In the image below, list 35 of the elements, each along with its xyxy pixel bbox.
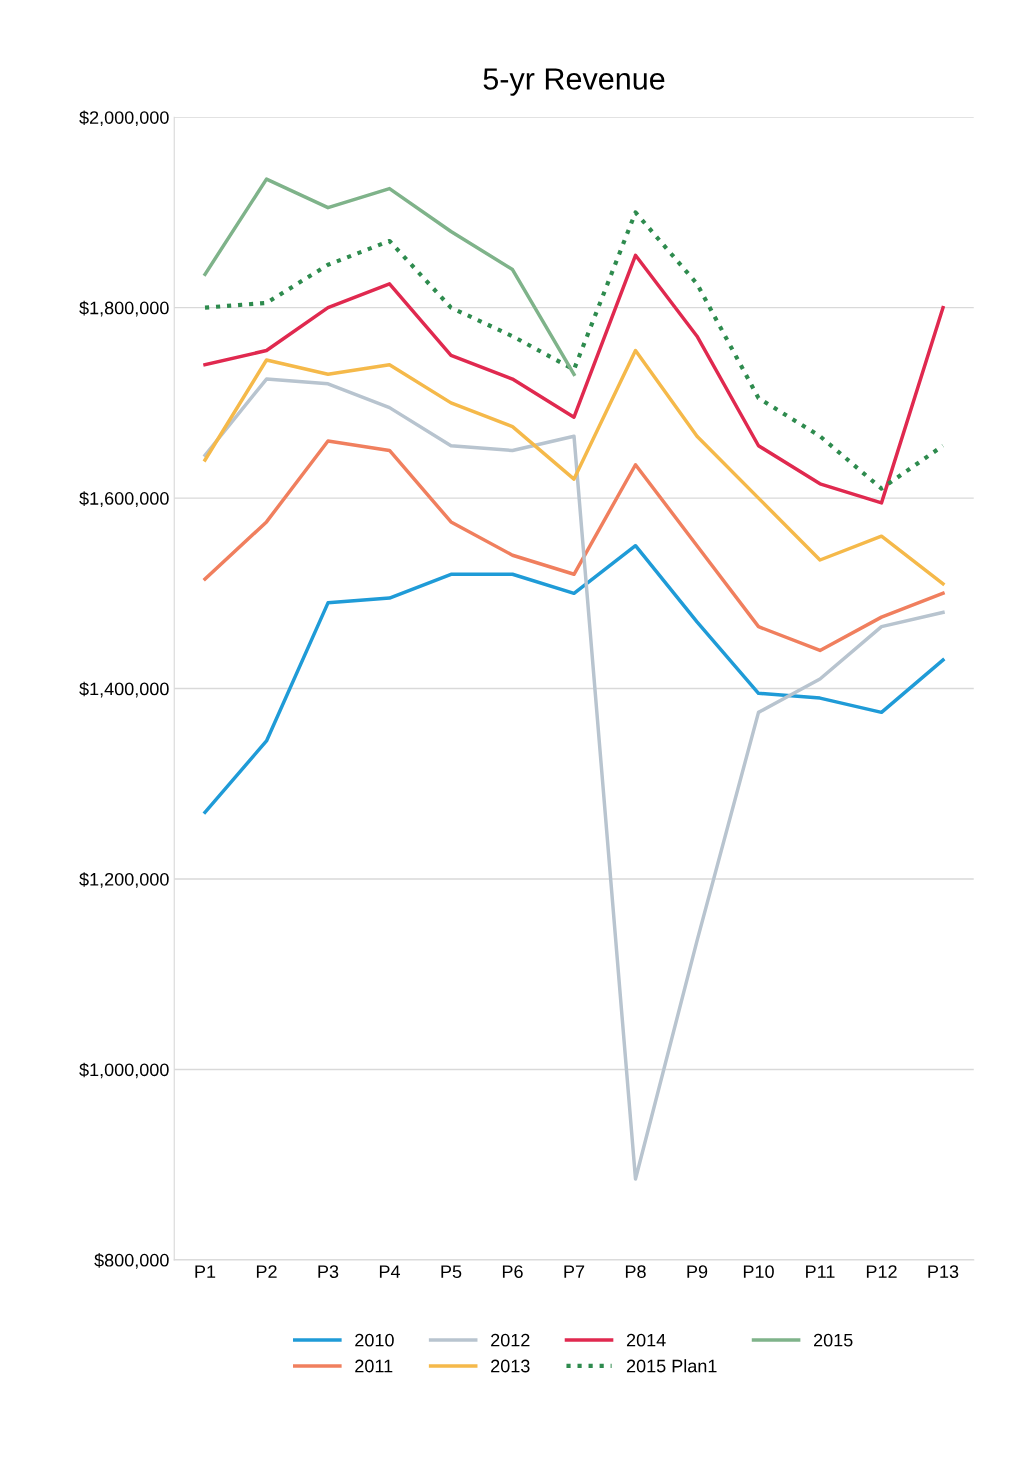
x-tick-label: P2 [256, 1265, 277, 1278]
legend-label: 2014 [626, 1333, 666, 1347]
line-series [203, 253, 945, 505]
x-tick-label: P10 [743, 1265, 774, 1279]
x-tick-label: P1 [195, 1265, 216, 1278]
line-series [203, 177, 576, 377]
y-tick-label: $1,800,000 [79, 300, 169, 317]
y-tick-label: $1,000,000 [79, 1062, 169, 1079]
x-tick-label: P7 [564, 1265, 585, 1278]
x-tick-label: P4 [379, 1265, 401, 1278]
y-tick-label: $800,000 [94, 1253, 169, 1269]
legend-label: 2013 [491, 1359, 530, 1373]
legend-label: 2015 [814, 1333, 853, 1347]
x-tick-label: P5 [441, 1265, 462, 1279]
y-tick-label: $1,600,000 [79, 491, 169, 507]
x-tick-label: P11 [806, 1265, 835, 1278]
x-tick-label: P3 [318, 1265, 339, 1279]
x-tick-label: P13 [928, 1265, 959, 1279]
line-series [203, 543, 945, 815]
legend-label: 2010 [355, 1333, 394, 1347]
x-tick-label: P6 [502, 1265, 523, 1279]
y-tick-label: $1,400,000 [79, 681, 169, 698]
chart-title: 5-yr Revenue [483, 68, 665, 96]
y-tick-label: $1,200,000 [79, 872, 169, 888]
line-series [203, 377, 945, 1181]
line-series [202, 210, 946, 491]
line-series [203, 348, 945, 586]
legend-label: 2011 [355, 1359, 393, 1373]
legend-label: 2015 Plan1 [626, 1359, 717, 1373]
y-tick-label: $2,000,000 [79, 110, 169, 127]
line-series [203, 439, 945, 653]
x-tick-label: P12 [866, 1265, 897, 1278]
x-tick-label: P9 [687, 1265, 708, 1279]
legend-label: 2012 [491, 1333, 530, 1347]
x-tick-label: P8 [625, 1265, 646, 1279]
